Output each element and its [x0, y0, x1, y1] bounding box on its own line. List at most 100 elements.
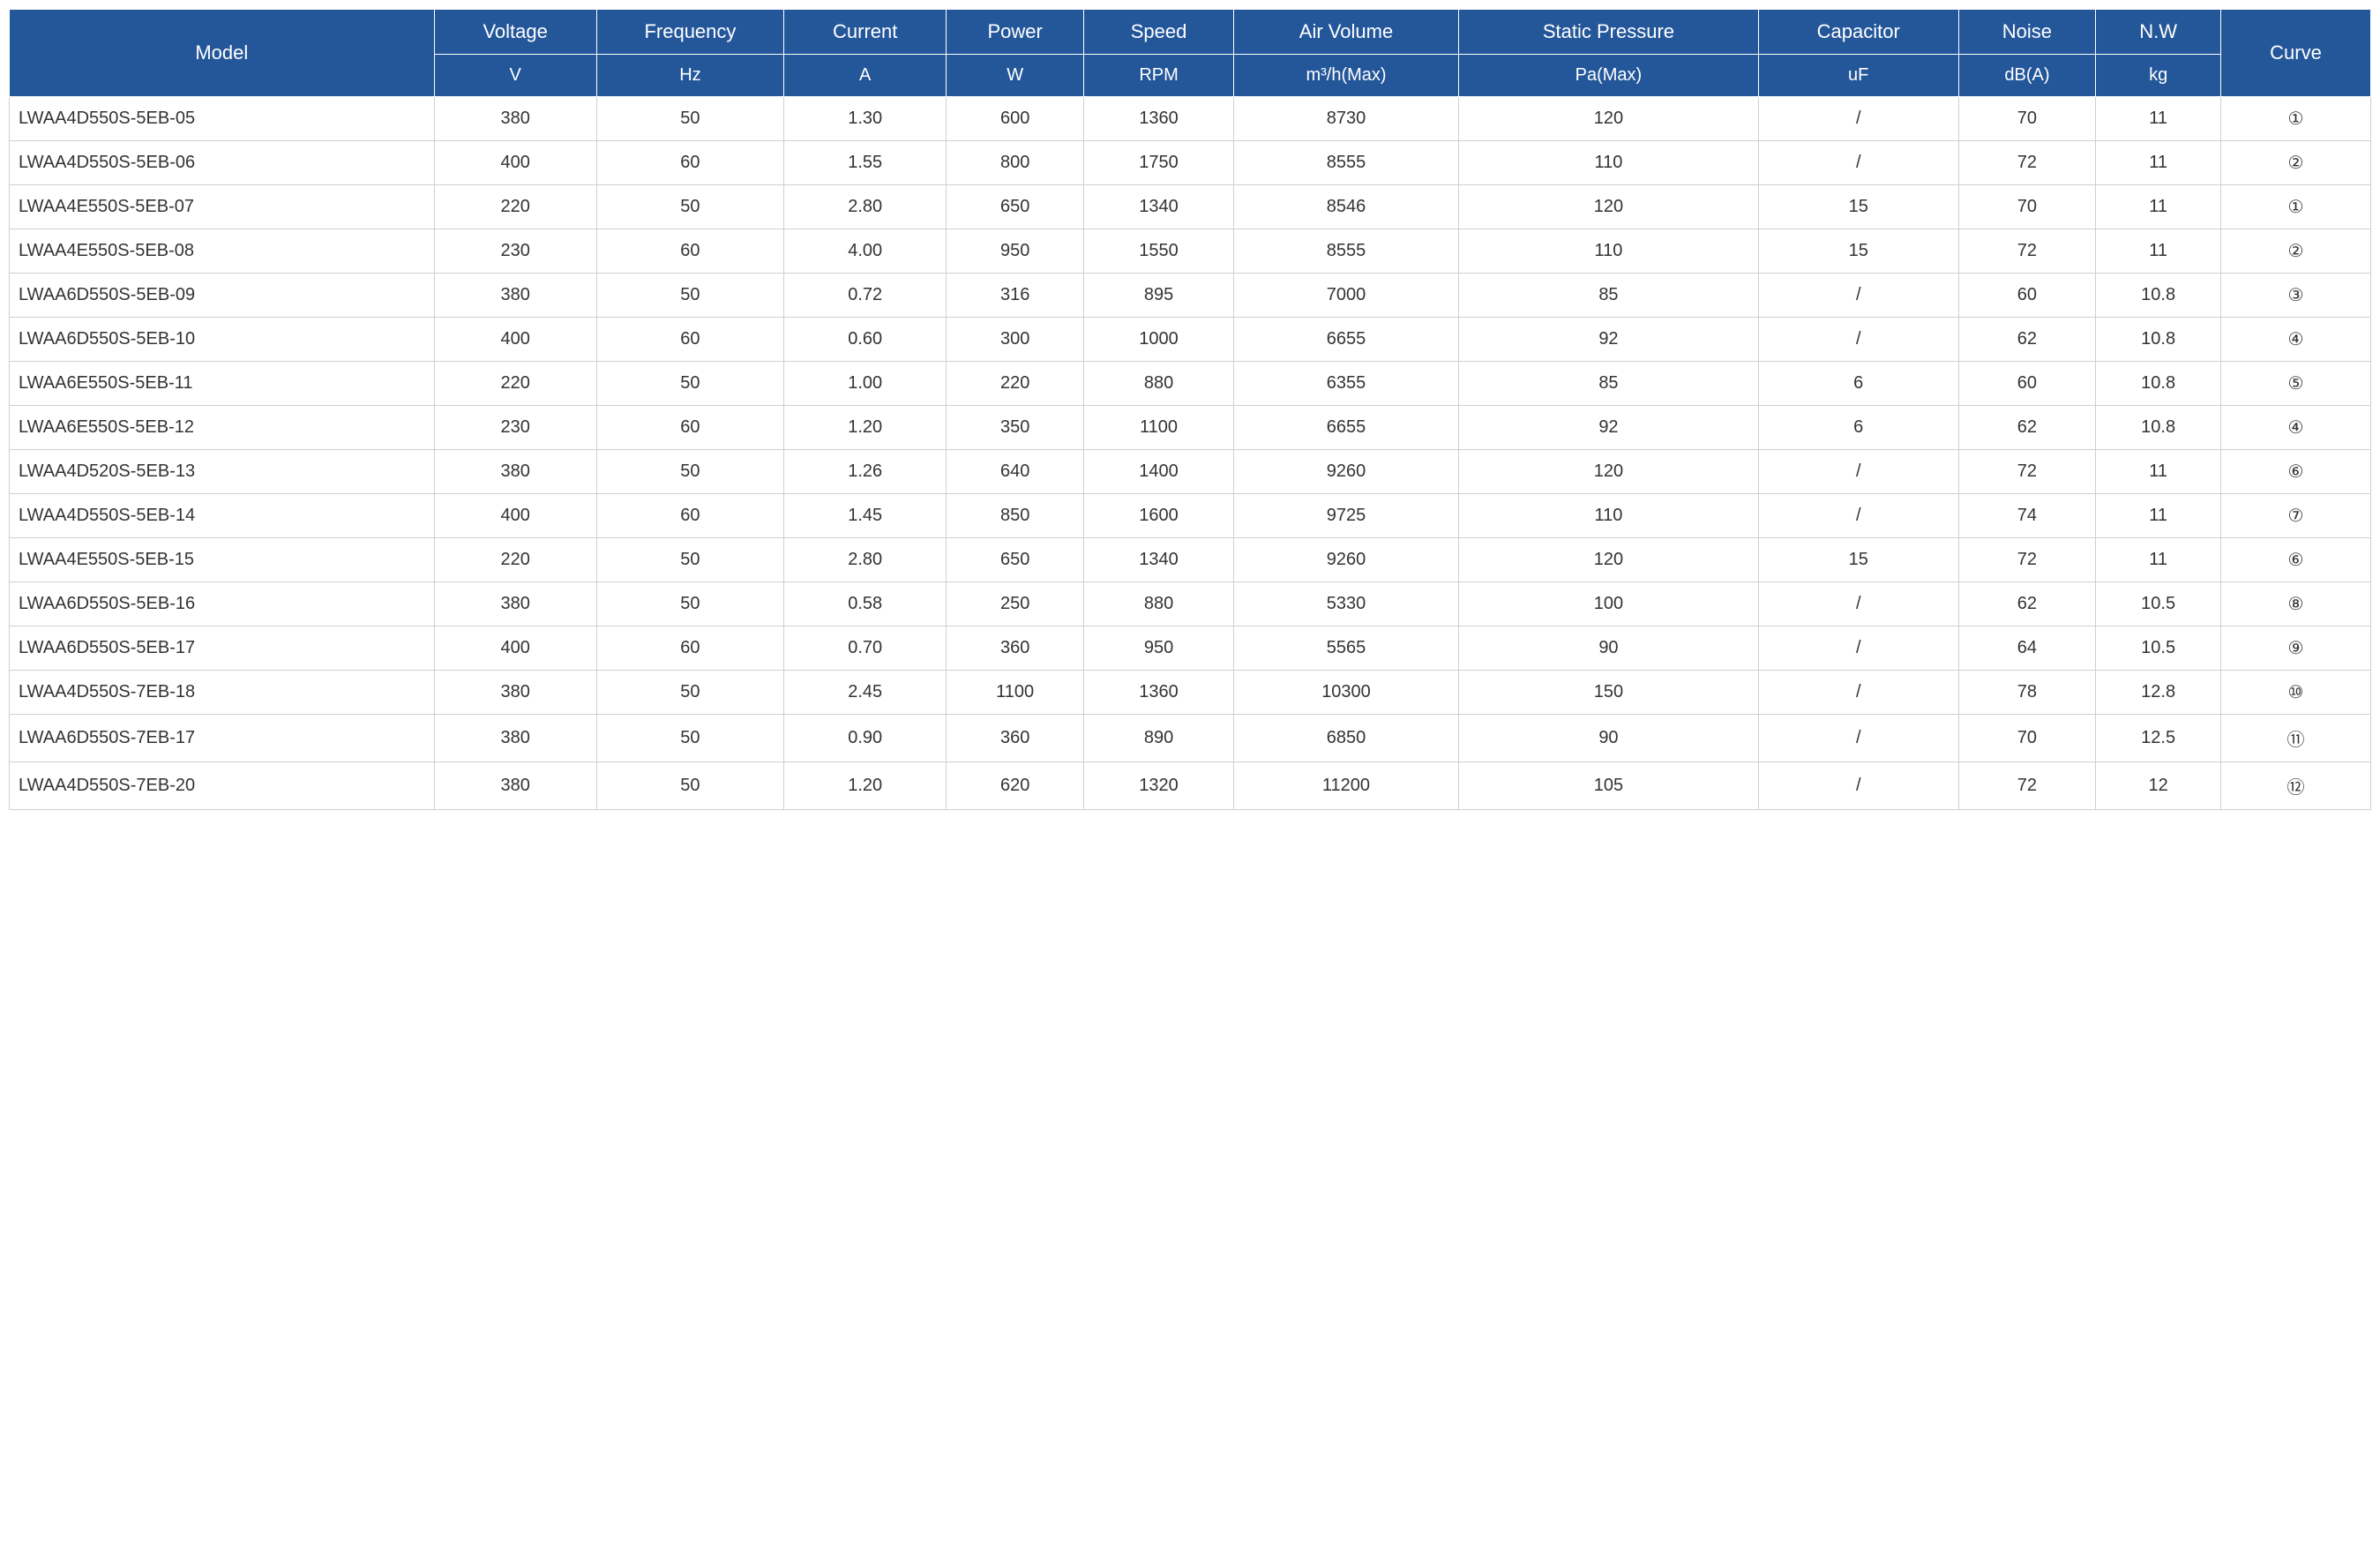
cell-nw: 11: [2096, 494, 2221, 538]
cell-frequency: 50: [596, 762, 783, 810]
col-unit-airvolume: m³/h(Max): [1234, 55, 1459, 97]
cell-capacitor: /: [1758, 97, 1958, 141]
cell-static_pressure: 92: [1458, 318, 1758, 362]
cell-nw: 10.8: [2096, 318, 2221, 362]
cell-speed: 880: [1084, 582, 1234, 626]
cell-speed: 1600: [1084, 494, 1234, 538]
cell-curve: ①: [2220, 185, 2370, 229]
cell-nw: 11: [2096, 97, 2221, 141]
cell-curve: ⑥: [2220, 450, 2370, 494]
col-header-airvolume: Air Volume: [1234, 10, 1459, 55]
cell-noise: 70: [1958, 97, 2096, 141]
cell-model: LWAA4D550S-7EB-20: [10, 762, 435, 810]
cell-power: 950: [947, 229, 1084, 274]
cell-model: LWAA6D550S-5EB-16: [10, 582, 435, 626]
table-header: Model Voltage Frequency Current Power Sp…: [10, 10, 2371, 97]
cell-static_pressure: 150: [1458, 671, 1758, 715]
cell-current: 1.00: [784, 362, 947, 406]
cell-power: 316: [947, 274, 1084, 318]
cell-frequency: 50: [596, 274, 783, 318]
col-header-curve: Curve: [2220, 10, 2370, 97]
cell-static_pressure: 110: [1458, 229, 1758, 274]
cell-model: LWAA4D520S-5EB-13: [10, 450, 435, 494]
cell-model: LWAA6D550S-5EB-09: [10, 274, 435, 318]
cell-current: 0.58: [784, 582, 947, 626]
cell-voltage: 230: [434, 229, 596, 274]
table-row: LWAA4E550S-5EB-07220502.8065013408546120…: [10, 185, 2371, 229]
cell-curve: ④: [2220, 318, 2370, 362]
cell-noise: 62: [1958, 318, 2096, 362]
cell-voltage: 400: [434, 318, 596, 362]
col-header-nw: N.W: [2096, 10, 2221, 55]
cell-power: 360: [947, 626, 1084, 671]
cell-curve: ⑪: [2220, 715, 2370, 762]
cell-static_pressure: 100: [1458, 582, 1758, 626]
cell-power: 620: [947, 762, 1084, 810]
cell-static_pressure: 85: [1458, 362, 1758, 406]
cell-nw: 10.8: [2096, 362, 2221, 406]
cell-speed: 880: [1084, 362, 1234, 406]
cell-voltage: 220: [434, 185, 596, 229]
cell-current: 1.55: [784, 141, 947, 185]
cell-capacitor: /: [1758, 582, 1958, 626]
cell-air_volume: 11200: [1234, 762, 1459, 810]
cell-current: 1.30: [784, 97, 947, 141]
cell-model: LWAA6D550S-7EB-17: [10, 715, 435, 762]
cell-air_volume: 6850: [1234, 715, 1459, 762]
col-header-frequency: Frequency: [596, 10, 783, 55]
cell-voltage: 230: [434, 406, 596, 450]
cell-air_volume: 6655: [1234, 318, 1459, 362]
cell-power: 650: [947, 185, 1084, 229]
cell-current: 2.80: [784, 538, 947, 582]
col-header-capacitor: Capacitor: [1758, 10, 1958, 55]
cell-model: LWAA6E550S-5EB-12: [10, 406, 435, 450]
cell-static_pressure: 120: [1458, 538, 1758, 582]
cell-air_volume: 8555: [1234, 141, 1459, 185]
cell-curve: ②: [2220, 229, 2370, 274]
cell-model: LWAA4E550S-5EB-07: [10, 185, 435, 229]
cell-model: LWAA4E550S-5EB-15: [10, 538, 435, 582]
table-row: LWAA6D550S-5EB-09380500.72316895700085/6…: [10, 274, 2371, 318]
cell-current: 1.20: [784, 762, 947, 810]
cell-nw: 11: [2096, 450, 2221, 494]
cell-speed: 1100: [1084, 406, 1234, 450]
cell-noise: 62: [1958, 582, 2096, 626]
cell-speed: 1340: [1084, 538, 1234, 582]
cell-capacitor: 6: [1758, 362, 1958, 406]
cell-air_volume: 10300: [1234, 671, 1459, 715]
table-row: LWAA4D550S-7EB-20380501.2062013201120010…: [10, 762, 2371, 810]
col-unit-power: W: [947, 55, 1084, 97]
cell-frequency: 60: [596, 141, 783, 185]
cell-power: 850: [947, 494, 1084, 538]
cell-capacitor: /: [1758, 141, 1958, 185]
cell-frequency: 50: [596, 362, 783, 406]
cell-voltage: 400: [434, 141, 596, 185]
spec-table: Model Voltage Frequency Current Power Sp…: [9, 9, 2371, 810]
cell-voltage: 380: [434, 450, 596, 494]
cell-static_pressure: 105: [1458, 762, 1758, 810]
table-row: LWAA6D550S-5EB-10400600.603001000665592/…: [10, 318, 2371, 362]
cell-current: 4.00: [784, 229, 947, 274]
cell-speed: 1400: [1084, 450, 1234, 494]
cell-model: LWAA6E550S-5EB-11: [10, 362, 435, 406]
col-unit-capacitor: uF: [1758, 55, 1958, 97]
col-unit-staticpressure: Pa(Max): [1458, 55, 1758, 97]
cell-current: 2.80: [784, 185, 947, 229]
cell-voltage: 400: [434, 494, 596, 538]
cell-nw: 12.8: [2096, 671, 2221, 715]
cell-air_volume: 9260: [1234, 538, 1459, 582]
table-row: LWAA6E550S-5EB-11220501.0022088063558566…: [10, 362, 2371, 406]
header-row-labels: Model Voltage Frequency Current Power Sp…: [10, 10, 2371, 55]
table-row: LWAA4D520S-5EB-13380501.2664014009260120…: [10, 450, 2371, 494]
cell-noise: 74: [1958, 494, 2096, 538]
col-unit-nw: kg: [2096, 55, 2221, 97]
col-header-model: Model: [10, 10, 435, 97]
cell-capacitor: /: [1758, 318, 1958, 362]
cell-power: 650: [947, 538, 1084, 582]
cell-frequency: 60: [596, 229, 783, 274]
cell-voltage: 380: [434, 97, 596, 141]
cell-voltage: 380: [434, 715, 596, 762]
cell-air_volume: 8546: [1234, 185, 1459, 229]
cell-nw: 10.5: [2096, 582, 2221, 626]
cell-air_volume: 5330: [1234, 582, 1459, 626]
